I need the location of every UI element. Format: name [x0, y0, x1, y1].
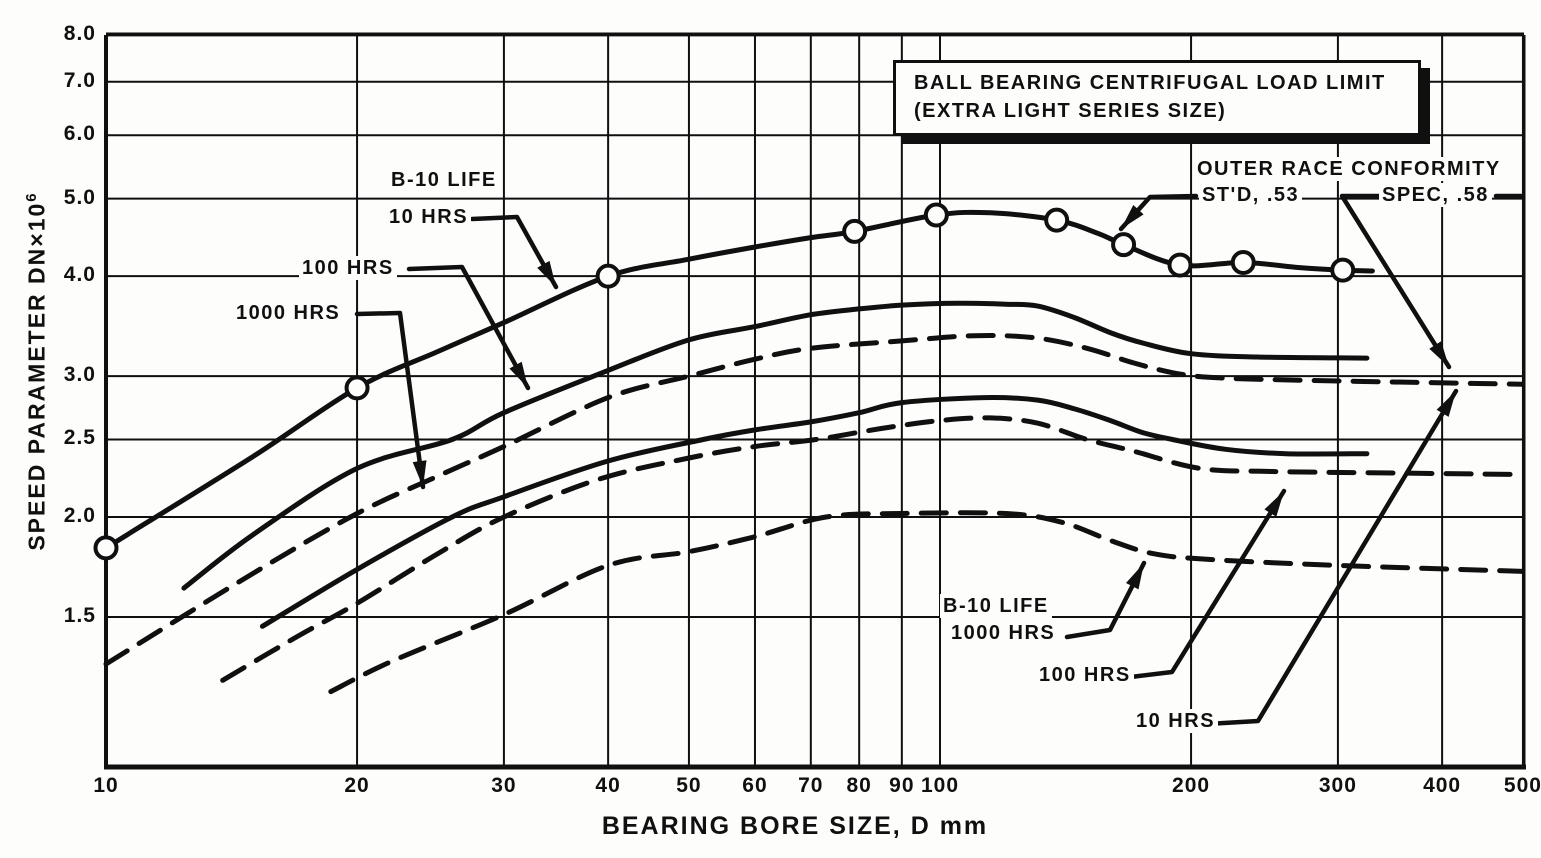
y-tick-label-3.0: 3.0 — [63, 363, 96, 387]
data-point-marker — [923, 202, 949, 228]
chart-title-line1: BALL BEARING CENTRIFUGAL LOAD LIMIT — [914, 72, 1386, 94]
leader-10hrs-top — [469, 214, 559, 290]
leader-spec-conformity — [1339, 193, 1452, 370]
y-tick-label-2.0: 2.0 — [63, 504, 96, 527]
x-tick-label-70: 70 — [798, 774, 824, 797]
data-point-marker — [1044, 207, 1070, 233]
x-tick-label-80: 80 — [846, 774, 872, 797]
data-point-marker — [1330, 257, 1356, 283]
annotation-outer-race-conformity: OUTER RACE CONFORMITY — [1194, 157, 1504, 181]
y-tick-label-2.5: 2.5 — [63, 426, 96, 450]
x-tick-label-10: 10 — [93, 774, 119, 797]
x-tick-label-40: 40 — [595, 774, 621, 797]
leader-10hrs-bottom — [1204, 388, 1459, 727]
leader-100hrs-bottom — [1128, 488, 1287, 680]
x-tick-label-300: 300 — [1318, 774, 1357, 797]
x-tick-label-90: 90 — [889, 774, 915, 797]
series-curve-spec-1000hrs — [328, 510, 1526, 695]
x-tick-label-400: 400 — [1423, 774, 1462, 797]
x-tick-label-60: 60 — [742, 774, 768, 797]
annotation-spec-conformity: SPEC, .58 — [1379, 183, 1492, 207]
leader-100hrs-top — [406, 264, 531, 391]
x-axis-title: BEARING BORE SIZE, D mm — [601, 812, 989, 840]
leader-std-conformity-arrowhead — [1121, 205, 1144, 229]
data-point-marker — [1230, 250, 1256, 276]
x-tick-label-200: 200 — [1172, 774, 1211, 797]
leader-10hrs-bottom-arrowhead — [1436, 391, 1456, 417]
leader-1000hrs-top — [354, 310, 426, 490]
y-tick-label-6.0: 6.0 — [63, 122, 96, 146]
leader-1000hrs-bottom — [1064, 560, 1147, 640]
leader-100hrs-top-arrowhead — [509, 361, 528, 388]
annotation-10hrs-top: 10 HRS — [386, 205, 472, 229]
y-tick-label-8.0: 8.0 — [63, 22, 96, 46]
y-tick-label-1.5: 1.5 — [63, 603, 96, 627]
chart-title-box: BALL BEARING CENTRIFUGAL LOAD LIMIT (EXT… — [893, 60, 1421, 136]
x-tick-label-50: 50 — [676, 774, 702, 797]
data-point-marker — [1167, 252, 1193, 278]
annotation-b10-life-bottom: B-10 LIFE — [940, 594, 1052, 618]
y-tick-label-4.0: 4.0 — [63, 263, 96, 287]
y-tick-label-5.0: 5.0 — [63, 185, 96, 209]
annotation-10hrs-bottom: 10 HRS — [1133, 709, 1219, 733]
x-tick-label-500: 500 — [1503, 774, 1541, 797]
annotation-std-conformity: ST'D, .53 — [1199, 183, 1303, 207]
chart-title-line2: (EXTRA LIGHT SERIES SIZE) — [914, 100, 1227, 122]
annotation-1000hrs-bottom: 1000 HRS — [948, 621, 1059, 645]
data-point-marker — [595, 263, 621, 289]
leader-10hrs-top-arrowhead — [537, 260, 556, 287]
leader-1000hrs-bottom-arrowhead — [1126, 563, 1144, 590]
series-curve-std-1000hrs — [259, 395, 1370, 629]
annotation-b10-life-top: B-10 LIFE — [388, 168, 500, 192]
x-tick-label-100: 100 — [920, 774, 960, 797]
annotation-100hrs-top: 100 HRS — [299, 256, 397, 280]
data-point-marker — [344, 375, 370, 401]
leader-1000hrs-top-arrowhead — [412, 460, 427, 487]
series-curve-spec-100hrs — [220, 415, 1526, 683]
data-point-marker — [93, 535, 119, 561]
series-curve-spec-10hrs — [103, 333, 1526, 667]
series-curve-std-100hrs — [181, 300, 1370, 591]
x-tick-label-20: 20 — [344, 774, 370, 797]
leader-100hrs-bottom-arrowhead — [1264, 491, 1284, 517]
x-tick-label-30: 30 — [491, 774, 517, 797]
leader-spec-conformity-arrowhead — [1429, 341, 1449, 367]
data-point-marker — [1111, 232, 1137, 258]
annotation-1000hrs-top: 1000 HRS — [233, 301, 344, 325]
data-point-marker — [842, 218, 868, 244]
annotation-100hrs-bottom: 100 HRS — [1036, 663, 1134, 687]
y-tick-label-7.0: 7.0 — [63, 68, 96, 92]
